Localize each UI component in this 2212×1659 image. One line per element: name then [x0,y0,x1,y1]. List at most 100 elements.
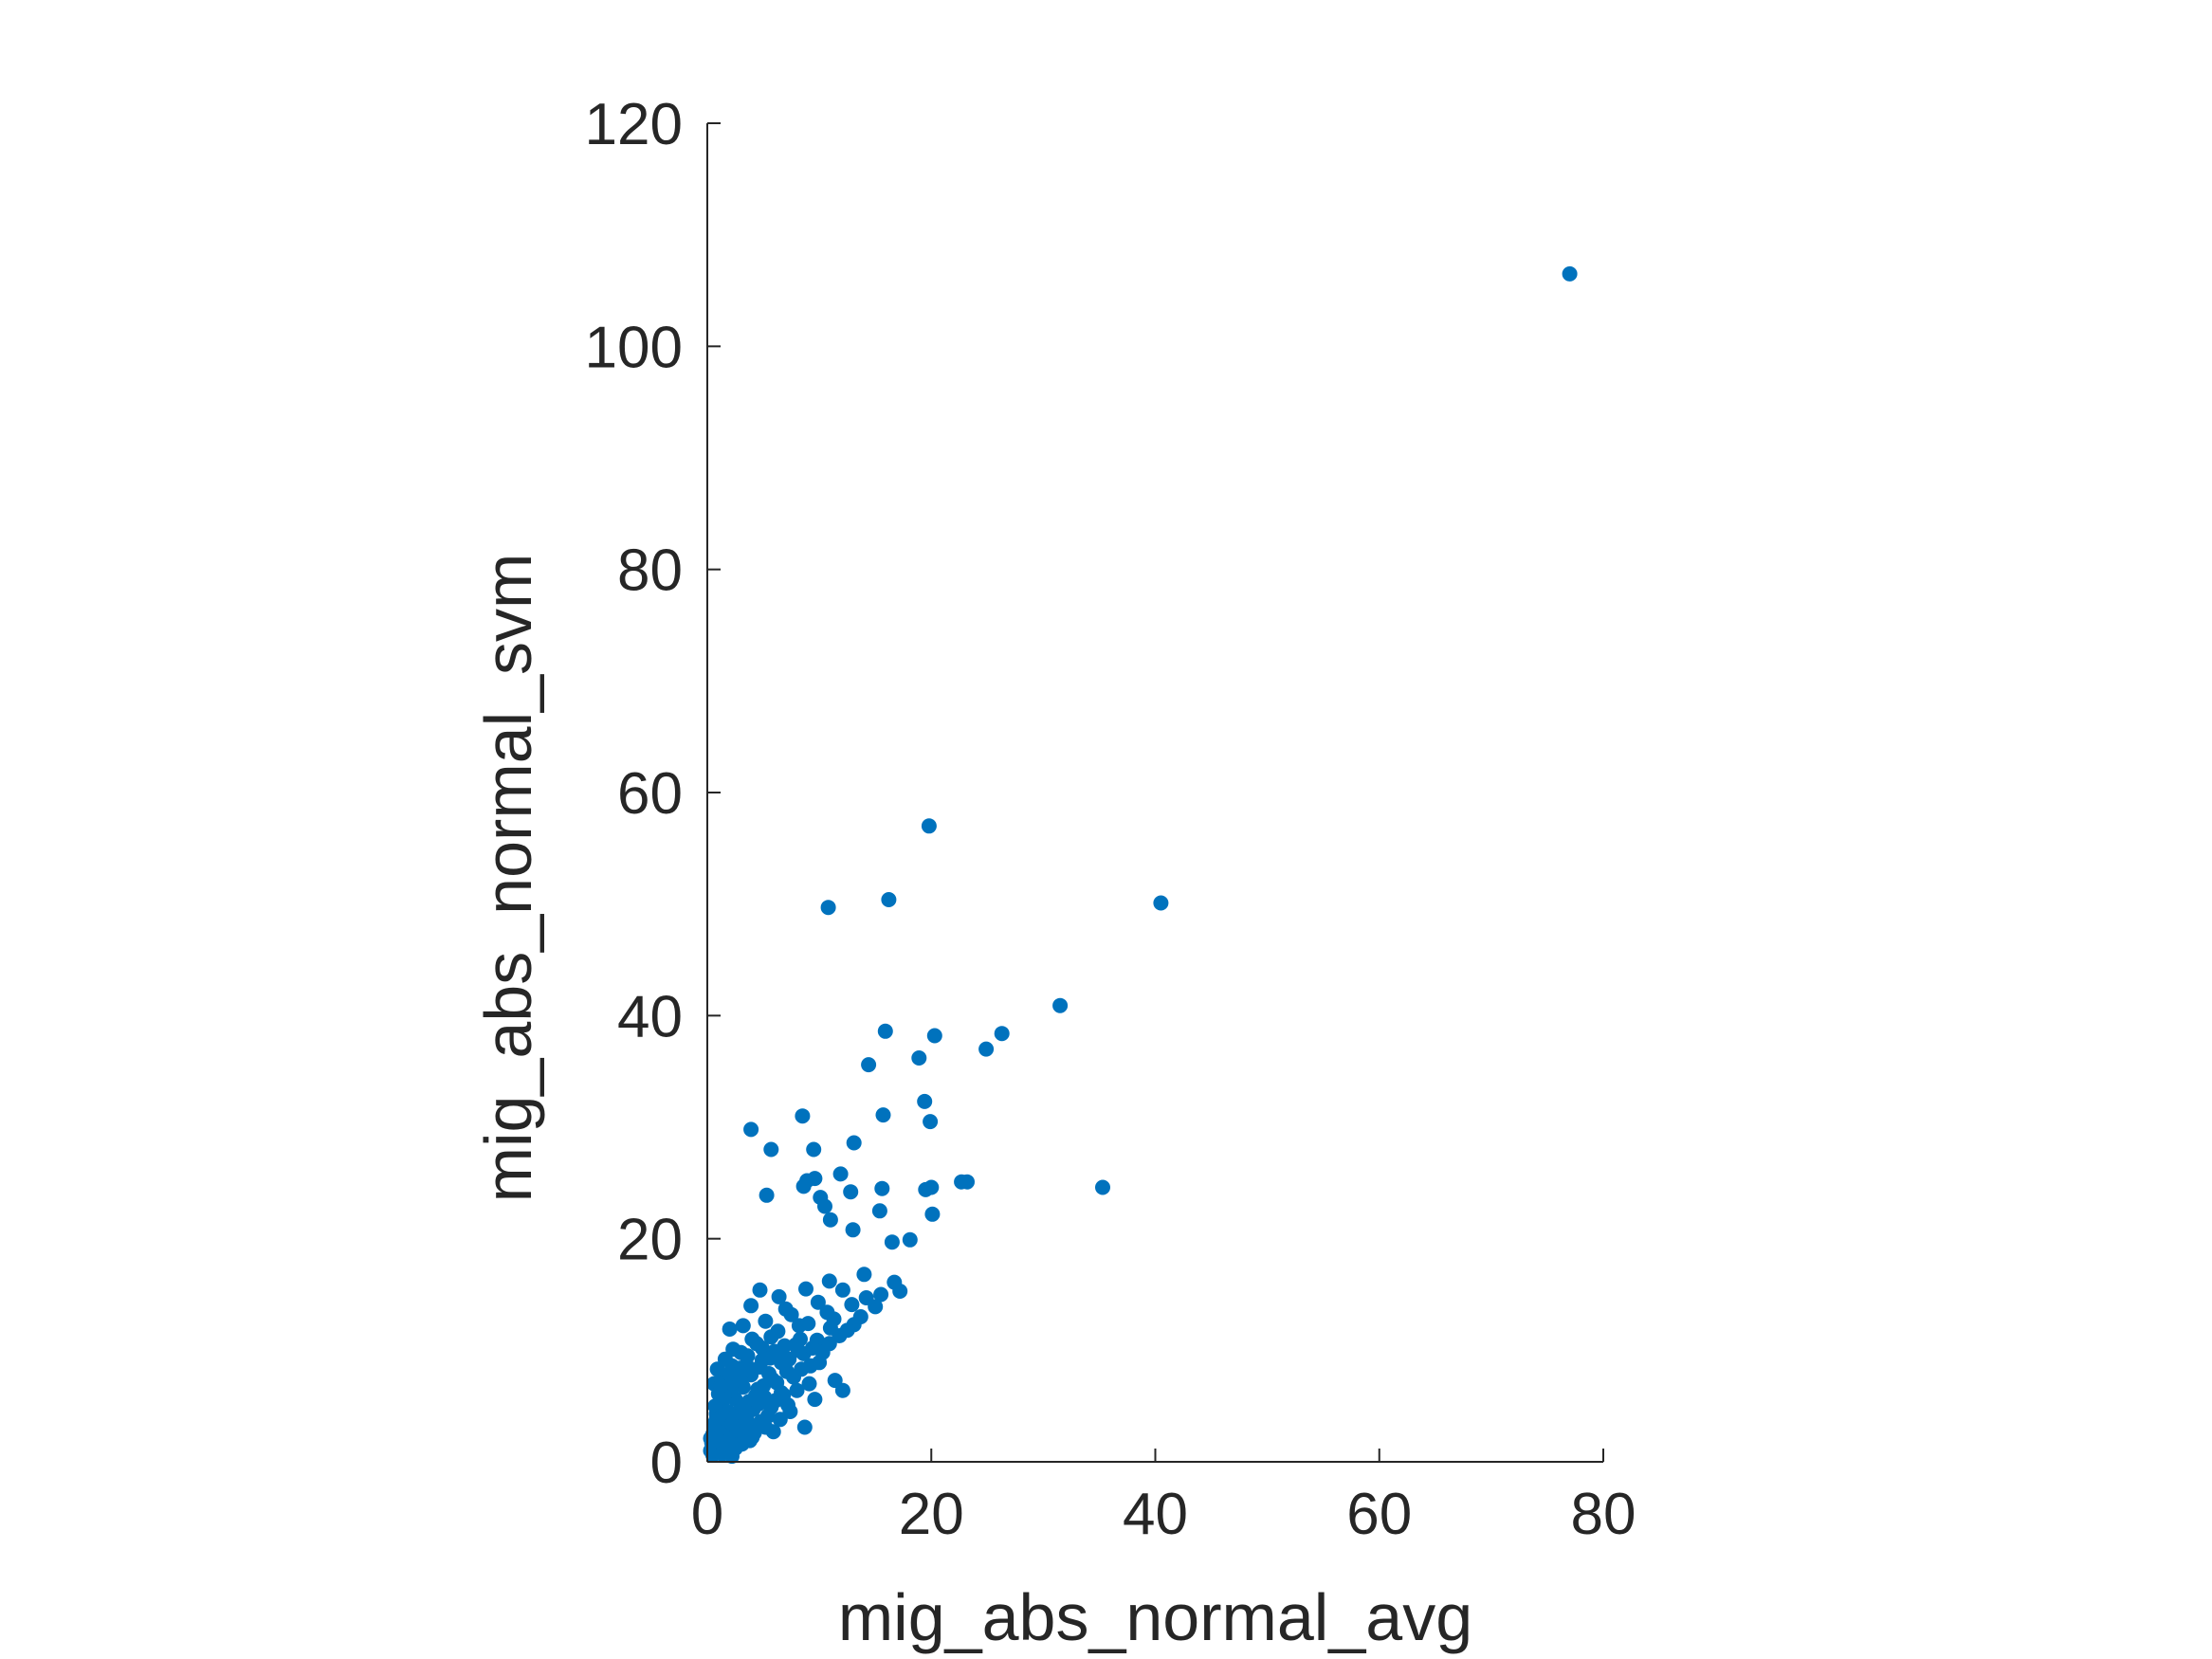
data-point [844,1297,860,1313]
data-point [902,1231,918,1248]
data-point [800,1316,816,1332]
data-point [843,1184,859,1200]
x-axis-label: mig_abs_normal_avg [838,1580,1472,1654]
data-point [868,1299,884,1315]
data-point [917,1093,933,1109]
data-points [703,265,1578,1465]
data-point [834,1282,850,1298]
data-point [798,1281,814,1297]
x-tick-label: 80 [1571,1482,1636,1547]
data-point [805,1340,820,1356]
data-point [732,1360,748,1376]
data-point [832,1166,849,1182]
data-point [861,1057,877,1073]
data-point [768,1393,784,1409]
y-tick-label: 40 [617,984,683,1049]
data-point [923,1114,939,1130]
data-point [817,1198,832,1214]
data-point [722,1322,738,1337]
data-point [780,1397,795,1413]
data-point [796,1419,813,1435]
y-axis-label: mig_abs_normal_svm [471,554,545,1203]
data-point [856,1267,872,1283]
y-tick-label: 60 [617,761,683,827]
y-tick-label: 0 [650,1431,683,1496]
y-tick-label: 80 [617,538,683,604]
data-point [807,1171,823,1187]
data-point [771,1288,787,1304]
data-point [725,1341,741,1358]
data-point [763,1141,779,1158]
data-point [764,1371,780,1387]
data-point [790,1342,806,1358]
data-point [834,1382,850,1398]
data-point [759,1187,775,1203]
data-point [806,1141,822,1158]
data-point [852,1309,868,1324]
data-point [794,1361,810,1377]
data-point [871,1203,887,1219]
data-point [1562,265,1578,282]
x-tick-label: 60 [1346,1482,1412,1547]
data-point [789,1382,805,1398]
data-point [821,1336,837,1352]
data-point [738,1414,754,1431]
data-point [801,1376,817,1392]
data-point [752,1282,768,1298]
data-point [735,1318,751,1334]
y-tick-label: 120 [585,92,683,157]
data-point [978,1041,995,1057]
data-point [881,892,897,907]
data-point [795,1108,811,1124]
data-point [795,1178,812,1194]
x-tick-label: 0 [691,1482,723,1547]
data-point [921,818,937,834]
data-point [892,1284,908,1299]
data-point [873,1286,889,1303]
data-point [740,1348,756,1364]
data-point [744,1430,760,1446]
data-point [713,1378,729,1394]
data-point [810,1294,826,1310]
data-point [821,1273,837,1289]
data-point [743,1298,759,1314]
data-point [924,1206,941,1222]
data-point [923,1179,940,1195]
data-point [744,1331,760,1347]
y-tick-label: 100 [585,315,683,380]
data-point [926,1028,942,1044]
data-point [846,1135,862,1151]
data-point [839,1322,855,1339]
data-point [874,1180,890,1196]
data-point [822,1320,838,1336]
data-point [845,1222,861,1238]
data-point [994,1026,1010,1042]
data-point [884,1234,900,1250]
data-point [772,1412,788,1428]
data-point [703,1431,719,1447]
data-point [820,900,836,916]
data-point [783,1306,799,1322]
data-point [752,1359,768,1375]
data-point [743,1121,759,1138]
y-tick-label: 20 [617,1208,683,1273]
data-point [875,1107,891,1123]
data-point [1153,895,1169,911]
data-point [819,1304,835,1321]
data-point [954,1174,970,1190]
data-point [1052,997,1069,1013]
data-point [733,1373,749,1389]
data-point [1095,1179,1110,1195]
x-tick-label: 40 [1123,1482,1188,1547]
data-point [807,1392,823,1408]
data-point [758,1313,774,1329]
data-point [724,1416,740,1431]
axes: 0 20 40 60 80 0 20 40 60 80 100 120 [585,92,1636,1547]
data-point [758,1419,774,1435]
data-point [877,1023,893,1039]
data-point [911,1050,927,1066]
data-point [751,1395,767,1412]
data-point [812,1355,828,1371]
x-tick-label: 20 [899,1482,964,1547]
